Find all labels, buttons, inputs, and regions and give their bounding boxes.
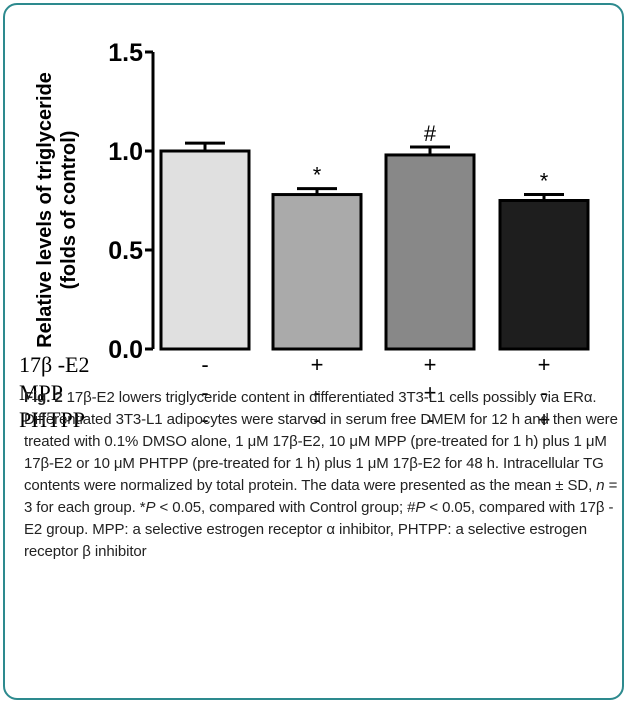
figure-caption: Fig. 2 17β-E2 lowers triglyceride conten… xyxy=(24,387,619,563)
treatment-mark: + xyxy=(311,352,324,377)
treatment-mark: - xyxy=(313,407,320,432)
treatment-mark: + xyxy=(424,380,437,405)
treatment-label: MPP xyxy=(19,380,63,405)
treatment-mark: - xyxy=(201,380,208,405)
figure-panel: Relative levels of triglyceride (folds o… xyxy=(3,3,624,700)
treatment-mark: + xyxy=(538,352,551,377)
treatment-mark: - xyxy=(313,380,320,405)
axes: 0.0 0.5 1.0 1.5 xyxy=(108,39,155,364)
treatment-mark: + xyxy=(424,352,437,377)
caption-n: n xyxy=(596,477,605,494)
bar xyxy=(159,149,251,351)
bars: * # * xyxy=(159,121,590,351)
significance-mark: * xyxy=(313,163,322,188)
treatment-table: 17β -E2- + + +MPP - - + -PHTPP - - - + xyxy=(19,352,550,432)
caption-text-4: < 0.05, compared with 17β -E2 group. MPP… xyxy=(24,499,614,560)
y-tick-label: 0.5 xyxy=(108,237,143,265)
bar xyxy=(384,153,476,351)
treatment-label: 17β -E2 xyxy=(19,352,89,377)
y-axis-label-line1: Relative levels of triglyceride xyxy=(34,72,56,348)
significance-mark: * xyxy=(540,169,549,194)
caption-p1: P xyxy=(145,499,156,516)
bar xyxy=(498,199,590,351)
bar-chart: Relative levels of triglyceride (folds o… xyxy=(19,39,590,432)
caption-text-3: < 0.05, compared with Control group; # xyxy=(155,499,416,516)
bar xyxy=(271,193,363,351)
caption-text-2: = 3 for each group. * xyxy=(24,477,618,516)
figure-label: Fig. 2 xyxy=(24,389,63,406)
y-axis-title: Relative levels of triglyceride (folds o… xyxy=(34,72,80,348)
y-axis-label-line2: (folds of control) xyxy=(58,131,80,290)
treatment-label: PHTPP xyxy=(19,407,85,432)
treatment-mark: - xyxy=(201,352,208,377)
y-tick-label: 1.0 xyxy=(108,138,143,166)
treatment-mark: + xyxy=(538,407,551,432)
treatment-mark: - xyxy=(201,407,208,432)
caption-text: 17β-E2 lowers triglyceride content in di… xyxy=(24,389,618,494)
treatment-mark: - xyxy=(540,380,547,405)
y-tick-label: 1.5 xyxy=(108,39,143,67)
significance-mark: # xyxy=(424,121,437,146)
caption-p2: P xyxy=(415,499,426,516)
y-tick-label: 0.0 xyxy=(108,336,143,364)
treatment-mark: - xyxy=(426,407,433,432)
